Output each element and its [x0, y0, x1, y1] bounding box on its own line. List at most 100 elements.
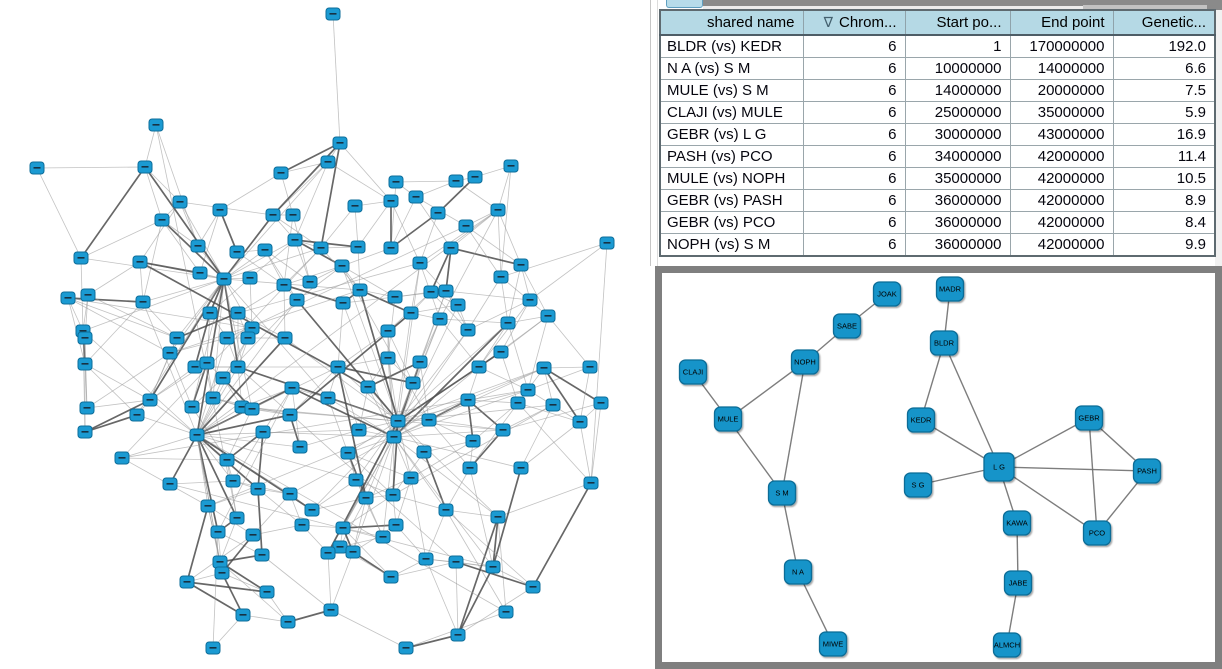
- network-node[interactable]: [320, 546, 336, 560]
- network-node[interactable]: [259, 585, 275, 599]
- network-node[interactable]: [73, 251, 89, 265]
- network-node[interactable]: [215, 371, 231, 385]
- network-node[interactable]: [273, 166, 289, 180]
- network-node[interactable]: [352, 283, 368, 297]
- network-node[interactable]: [179, 575, 195, 589]
- network-node[interactable]: [408, 190, 424, 204]
- overview-network-canvas[interactable]: [0, 0, 655, 669]
- network-node[interactable]: [320, 155, 336, 169]
- node-claji[interactable]: CLAJI: [678, 359, 708, 385]
- network-node[interactable]: [60, 291, 76, 305]
- network-node[interactable]: [240, 331, 256, 345]
- network-node[interactable]: [254, 548, 270, 562]
- network-edge[interactable]: [920, 342, 945, 421]
- network-node[interactable]: [510, 396, 526, 410]
- table-row[interactable]: GEBR (vs) PASH 6 36000000 42000000 8.9: [659, 189, 1216, 212]
- network-node[interactable]: [503, 159, 519, 173]
- node-pco[interactable]: PCO: [1082, 520, 1112, 546]
- network-node[interactable]: [513, 258, 529, 272]
- network-node[interactable]: [351, 423, 367, 437]
- network-node[interactable]: [438, 503, 454, 517]
- network-node[interactable]: [500, 316, 516, 330]
- node-sabe[interactable]: SABE: [832, 313, 862, 339]
- column-header-shared-name[interactable]: shared name: [659, 9, 804, 36]
- network-node[interactable]: [485, 560, 501, 574]
- network-node[interactable]: [210, 525, 226, 539]
- network-edge[interactable]: [943, 342, 1000, 468]
- table-row[interactable]: BLDR (vs) KEDR 6 1 170000000 192.0: [659, 34, 1216, 58]
- network-node[interactable]: [388, 518, 404, 532]
- network-node[interactable]: [467, 170, 483, 184]
- network-node[interactable]: [244, 402, 260, 416]
- network-node[interactable]: [416, 445, 432, 459]
- table-row[interactable]: N A (vs) S M 6 10000000 14000000 6.6: [659, 57, 1216, 80]
- detail-network-canvas[interactable]: JOAK MADR SABE BLDR NOPH CLAJI MULE KEDR GEBR L G…: [662, 273, 1215, 662]
- top-scrollbar-thumb[interactable]: [1083, 5, 1207, 10]
- network-node[interactable]: [313, 241, 329, 255]
- network-node[interactable]: [229, 245, 245, 259]
- network-node[interactable]: [135, 295, 151, 309]
- network-node[interactable]: [375, 530, 391, 544]
- table-row[interactable]: MULE (vs) S M 6 14000000 20000000 7.5: [659, 79, 1216, 102]
- network-node[interactable]: [330, 360, 346, 374]
- network-node[interactable]: [114, 451, 130, 465]
- network-node[interactable]: [358, 491, 374, 505]
- network-node[interactable]: [242, 271, 258, 285]
- network-node[interactable]: [432, 312, 448, 326]
- network-node[interactable]: [418, 552, 434, 566]
- network-node[interactable]: [572, 415, 588, 429]
- network-node[interactable]: [513, 461, 529, 475]
- network-node[interactable]: [387, 290, 403, 304]
- network-node[interactable]: [545, 398, 561, 412]
- network-node[interactable]: [386, 430, 402, 444]
- node-l-g[interactable]: L G: [983, 452, 1015, 482]
- network-node[interactable]: [325, 7, 341, 21]
- table-scrollbar-gutter[interactable]: [1215, 10, 1222, 266]
- network-node[interactable]: [582, 360, 598, 374]
- network-node[interactable]: [335, 296, 351, 310]
- node-pash[interactable]: PASH: [1132, 458, 1162, 484]
- node-jabe[interactable]: JABE: [1003, 570, 1033, 596]
- network-node[interactable]: [265, 208, 281, 222]
- network-node[interactable]: [520, 383, 536, 397]
- network-node[interactable]: [536, 361, 552, 375]
- network-node[interactable]: [334, 259, 350, 273]
- network-node[interactable]: [169, 331, 185, 345]
- network-node[interactable]: [225, 474, 241, 488]
- network-node[interactable]: [421, 413, 437, 427]
- column-header-chromosome[interactable]: ∇ Chrom...: [802, 9, 906, 36]
- network-node[interactable]: [77, 357, 93, 371]
- network-node[interactable]: [255, 425, 271, 439]
- network-edge[interactable]: [781, 492, 799, 573]
- network-node[interactable]: [583, 476, 599, 490]
- network-node[interactable]: [235, 608, 251, 622]
- network-node[interactable]: [350, 240, 366, 254]
- column-header-start-point[interactable]: Start po...: [904, 9, 1011, 36]
- network-node[interactable]: [340, 446, 356, 460]
- network-node[interactable]: [450, 628, 466, 642]
- network-node[interactable]: [205, 641, 221, 655]
- network-node[interactable]: [304, 503, 320, 517]
- filter-funnel-icon[interactable]: ∇: [823, 14, 833, 30]
- network-node[interactable]: [498, 605, 514, 619]
- network-edge[interactable]: [998, 466, 1148, 472]
- network-node[interactable]: [335, 521, 351, 535]
- network-node[interactable]: [205, 391, 221, 405]
- node-almch[interactable]: ALMCH: [992, 632, 1022, 658]
- node-miwe[interactable]: MIWE: [818, 631, 848, 657]
- scrolled-tab-fragment[interactable]: [666, 0, 703, 8]
- network-node[interactable]: [142, 393, 158, 407]
- top-scrollbar-track[interactable]: [703, 0, 1222, 6]
- network-node[interactable]: [77, 331, 93, 345]
- network-node[interactable]: [282, 487, 298, 501]
- network-node[interactable]: [465, 434, 481, 448]
- network-node[interactable]: [229, 511, 245, 525]
- node-gebr[interactable]: GEBR: [1074, 405, 1104, 431]
- node-s-m[interactable]: S M: [767, 480, 797, 506]
- table-row[interactable]: NOPH (vs) S M 6 36000000 42000000 9.9: [659, 233, 1216, 257]
- network-node[interactable]: [462, 461, 478, 475]
- network-node[interactable]: [250, 482, 266, 496]
- network-node[interactable]: [490, 203, 506, 217]
- network-node[interactable]: [292, 440, 308, 454]
- network-node[interactable]: [380, 351, 396, 365]
